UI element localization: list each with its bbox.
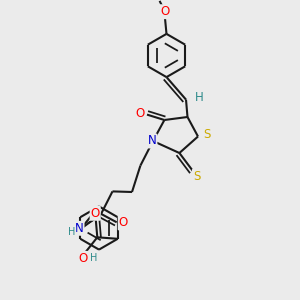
Text: N: N: [148, 134, 157, 148]
Text: S: S: [193, 170, 200, 183]
Text: N: N: [75, 222, 84, 235]
Text: H: H: [90, 253, 97, 263]
Text: H: H: [195, 91, 204, 104]
Text: O: O: [119, 216, 128, 230]
Text: H: H: [68, 227, 75, 237]
Text: O: O: [136, 107, 145, 120]
Text: O: O: [160, 5, 169, 18]
Text: S: S: [203, 128, 211, 142]
Text: O: O: [78, 252, 88, 265]
Text: O: O: [91, 207, 100, 220]
